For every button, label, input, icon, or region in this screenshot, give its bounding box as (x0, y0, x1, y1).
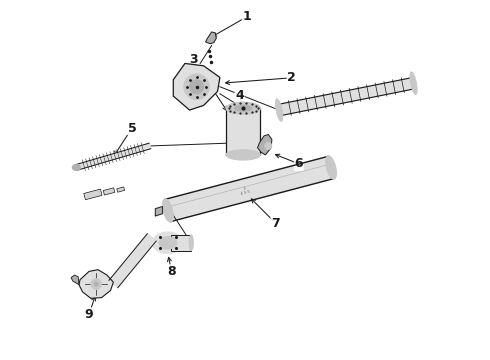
Polygon shape (205, 32, 216, 44)
Text: 8: 8 (167, 265, 176, 278)
Bar (226, 108, 260, 155)
Text: 3: 3 (189, 53, 197, 66)
Circle shape (184, 74, 209, 100)
Bar (84, 189, 102, 200)
Text: 7: 7 (271, 216, 280, 230)
Ellipse shape (226, 102, 260, 114)
Ellipse shape (163, 199, 173, 222)
Text: 1: 1 (243, 10, 251, 23)
Polygon shape (165, 156, 334, 221)
Polygon shape (75, 143, 151, 170)
Polygon shape (109, 234, 156, 288)
Ellipse shape (72, 164, 81, 171)
Bar (117, 187, 124, 192)
Circle shape (265, 142, 272, 149)
Text: 5: 5 (128, 122, 136, 135)
Text: 3
4 5 5: 3 4 5 5 (239, 185, 251, 196)
Ellipse shape (159, 237, 177, 249)
Text: 6: 6 (294, 157, 303, 170)
Polygon shape (173, 63, 220, 110)
Polygon shape (155, 207, 163, 216)
Bar (103, 188, 115, 195)
Circle shape (91, 279, 101, 289)
Polygon shape (79, 270, 113, 298)
Text: 4: 4 (235, 89, 244, 102)
Polygon shape (258, 134, 272, 155)
Circle shape (94, 282, 98, 286)
Ellipse shape (153, 232, 183, 253)
Ellipse shape (326, 156, 337, 179)
Circle shape (190, 80, 203, 94)
Ellipse shape (275, 99, 283, 121)
Ellipse shape (226, 150, 260, 160)
Text: 2: 2 (287, 71, 296, 84)
Polygon shape (71, 275, 79, 285)
Ellipse shape (410, 72, 417, 94)
Bar (172, 235, 191, 251)
Polygon shape (278, 77, 415, 116)
Ellipse shape (189, 235, 194, 251)
Text: 9: 9 (85, 308, 93, 321)
Ellipse shape (235, 105, 252, 111)
